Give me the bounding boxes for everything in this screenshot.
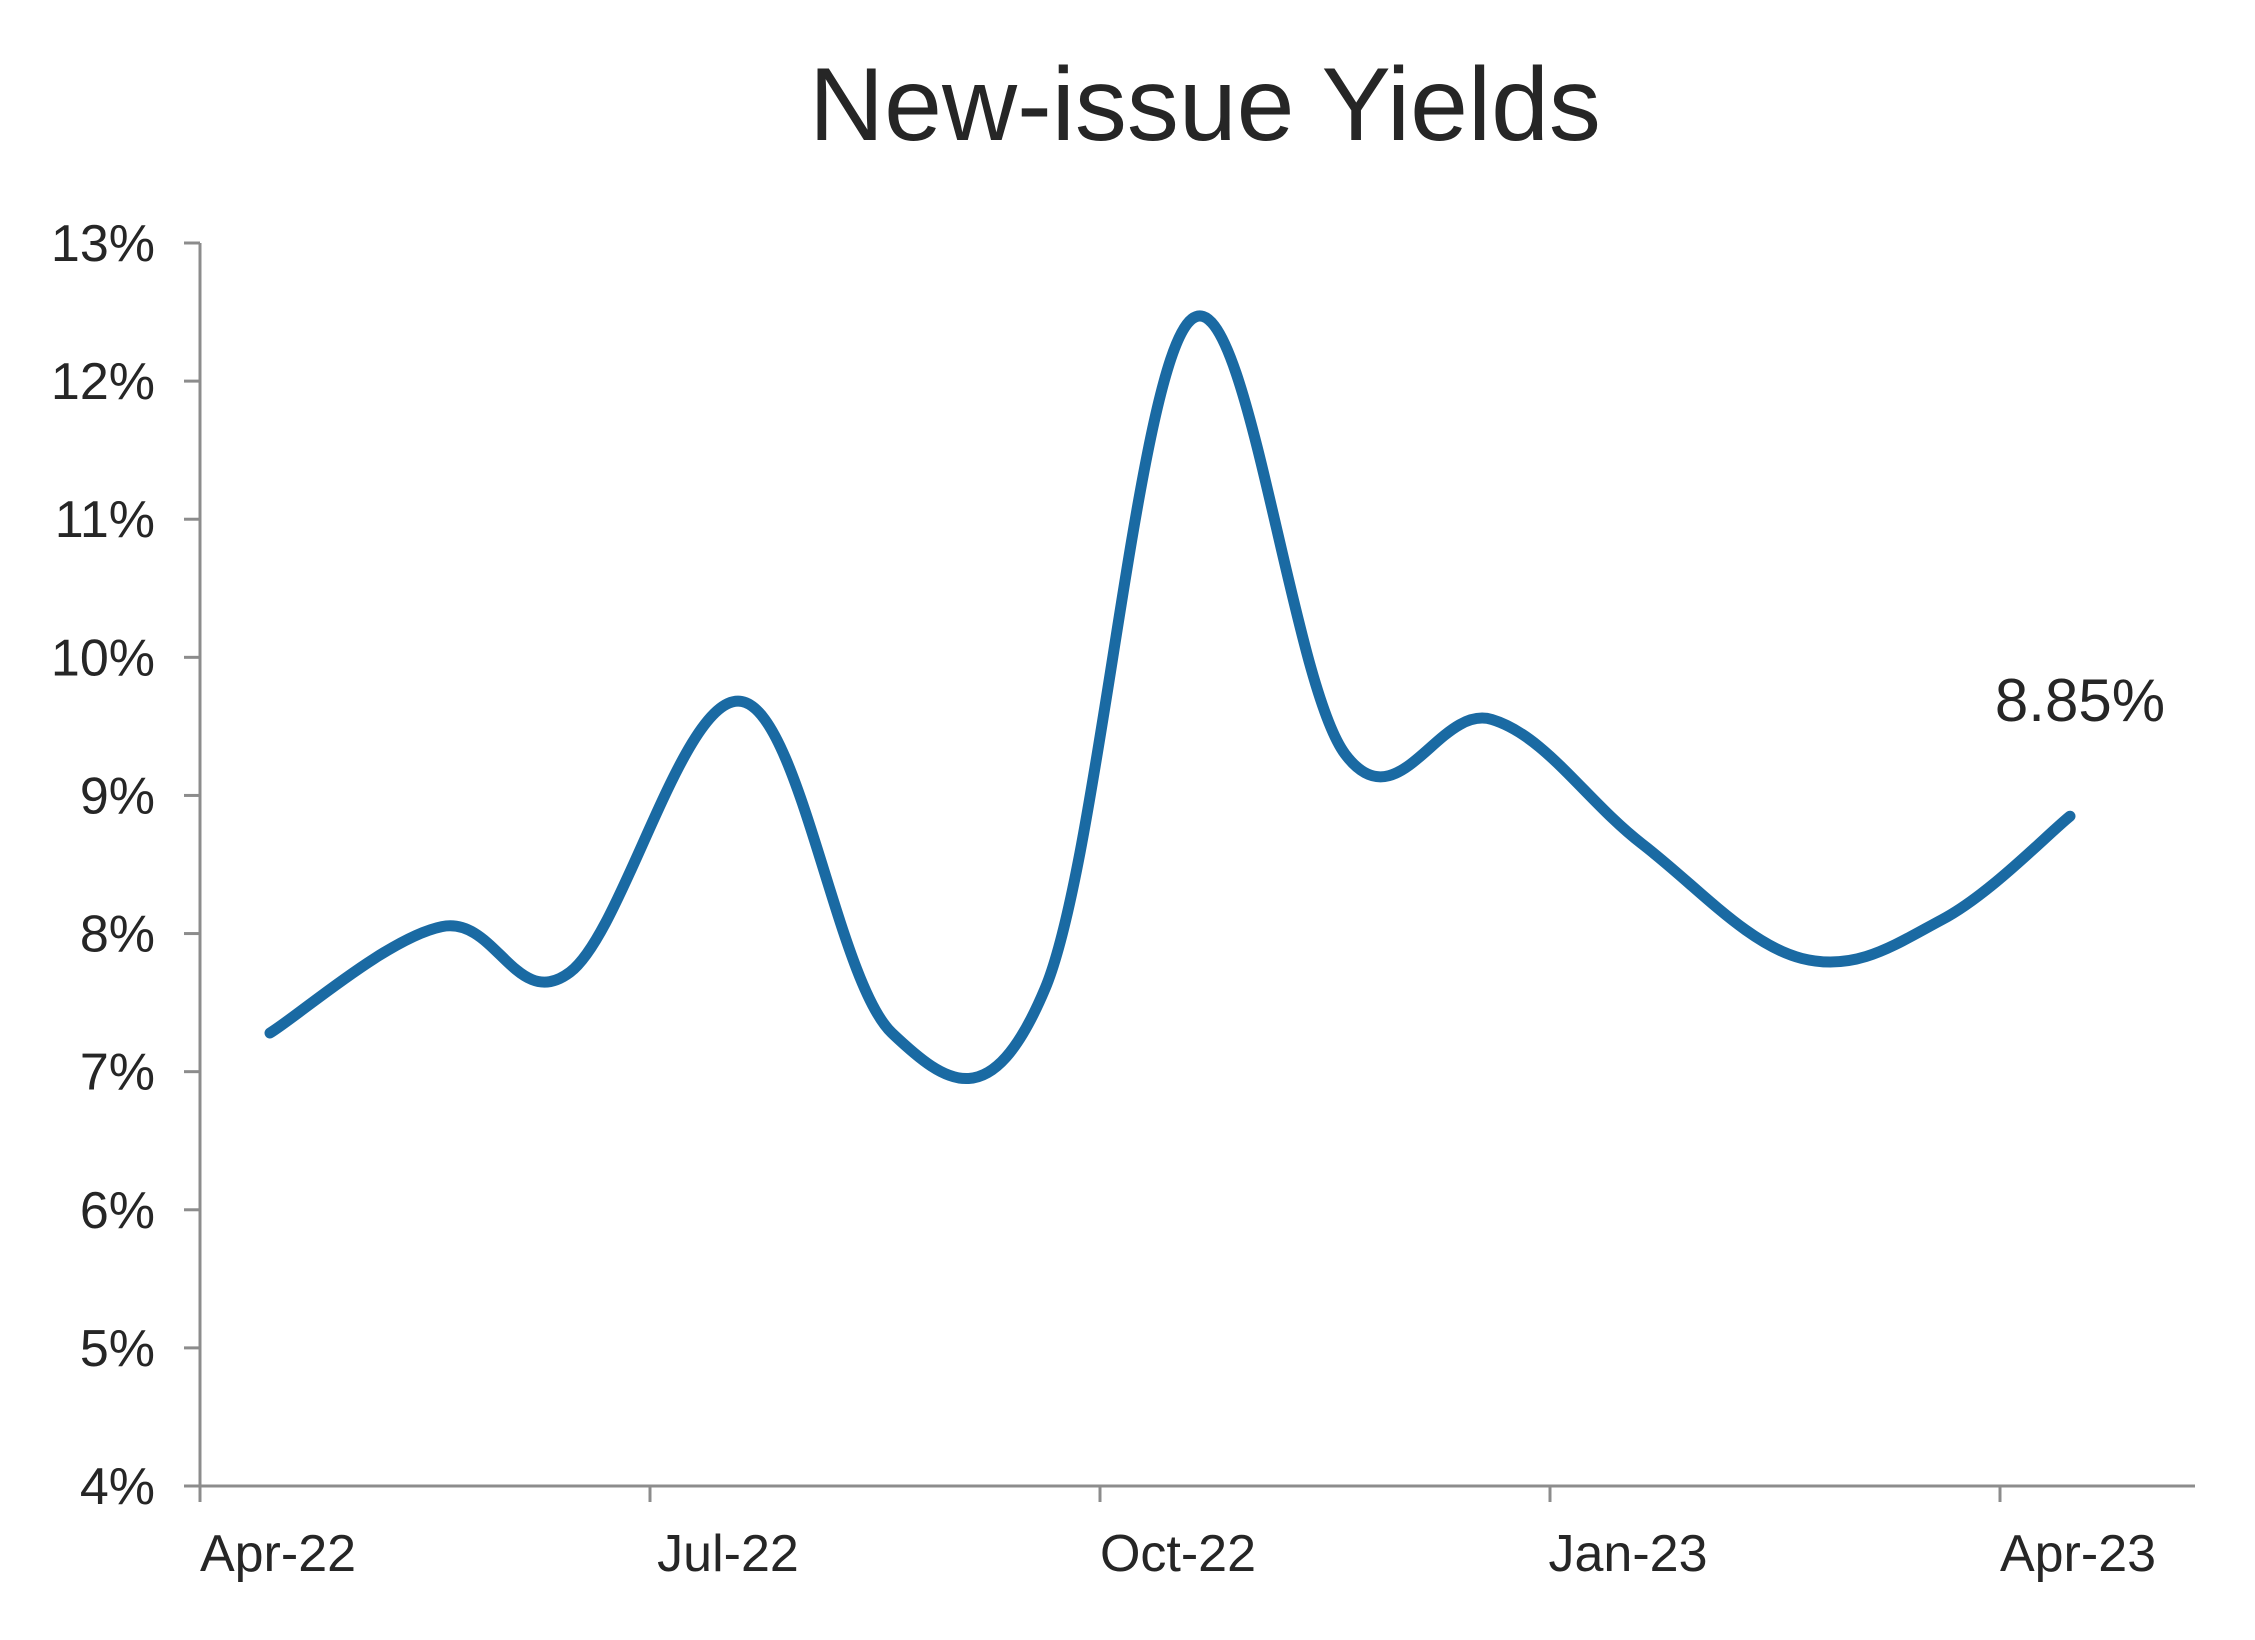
axes: 4% 5% 6% 7% 8% 9% 10% 11% 12% 13% Apr-22 Jul-22 Oct-…: [51, 215, 2195, 1583]
y-tick-label: 8%: [80, 906, 155, 964]
x-tick-label: Apr-23: [2000, 1525, 2156, 1583]
y-tick-label: 11%: [55, 491, 155, 549]
y-tick-label: 4%: [80, 1458, 155, 1516]
last-value-label: 8.85%: [1995, 667, 2165, 734]
x-tick-label: Jan-23: [1549, 1525, 1708, 1583]
x-tick-label: Jul-22: [657, 1525, 799, 1583]
y-tick-label: 12%: [51, 353, 155, 411]
y-tick-label: 7%: [80, 1044, 155, 1102]
x-tick-label: Apr-22: [200, 1525, 356, 1583]
x-tick-label: Oct-22: [1100, 1525, 1256, 1583]
annotations: 8.85%: [1995, 667, 2165, 734]
y-tick-label: 6%: [80, 1182, 155, 1240]
series-line: [264, 310, 2076, 1084]
y-tick-label: 10%: [51, 629, 155, 687]
chart-title: New-issue Yields: [809, 47, 1601, 163]
y-tick-label: 13%: [51, 215, 155, 273]
y-tick-label: 9%: [80, 767, 155, 825]
series-layer: [264, 310, 2076, 1084]
y-tick-label: 5%: [80, 1320, 155, 1378]
